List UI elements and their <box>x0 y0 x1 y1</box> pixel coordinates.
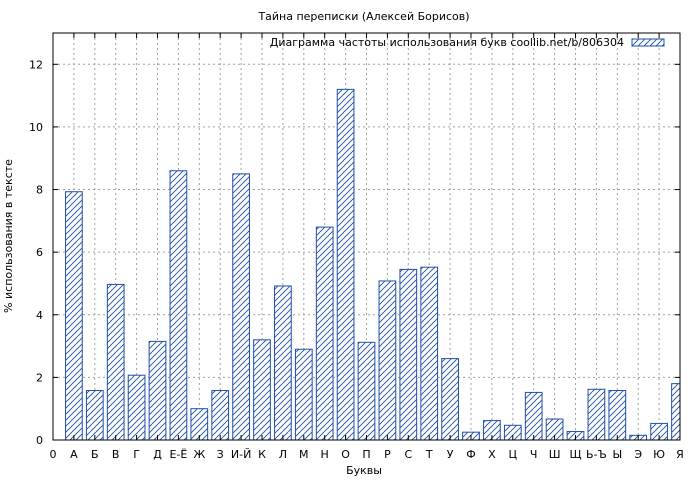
x-tick-label: С <box>404 448 412 461</box>
x-tick-label: Э <box>634 448 642 461</box>
x-tick-label: Ш <box>549 448 561 461</box>
y-tick-label: 2 <box>36 371 43 384</box>
x-tick-label: И-Й <box>231 448 251 461</box>
x-tick-label: В <box>112 448 120 461</box>
chart-title: Тайна переписки (Алексей Борисов) <box>257 10 469 23</box>
y-tick-label: 10 <box>29 121 43 134</box>
bar <box>294 348 313 441</box>
bar <box>315 226 334 441</box>
x-tick-label: П <box>362 448 370 461</box>
x-tick-label: 0 <box>50 448 57 461</box>
bar <box>336 88 355 441</box>
x-tick-label: Ч <box>530 448 538 461</box>
x-axis-label: Буквы <box>346 464 382 477</box>
y-axis-label: % использования в тексте <box>2 159 15 313</box>
x-tick-label: А <box>70 448 78 461</box>
bar <box>65 191 83 441</box>
bar <box>169 170 188 441</box>
legend-label: Диаграмма частоты использования букв coo… <box>270 36 624 49</box>
bar <box>232 173 250 441</box>
x-tick-label: Т <box>425 448 433 461</box>
bar <box>671 383 681 441</box>
x-tick-label: Д <box>153 448 162 461</box>
x-tick-label: Р <box>384 448 391 461</box>
y-axis-ticks: 0 2 4 6 8 10 12 <box>29 58 680 447</box>
x-tick-label: Б <box>91 448 99 461</box>
bar <box>127 374 146 441</box>
bar <box>106 283 125 441</box>
x-tick-label: Н <box>321 448 329 461</box>
x-tick-label: О <box>341 448 350 461</box>
x-tick-label: Щ <box>569 448 581 461</box>
bar <box>587 388 606 441</box>
x-tick-label: Х <box>488 448 496 461</box>
y-tick-label: 6 <box>36 246 43 259</box>
bar <box>608 390 627 441</box>
x-tick-label: Ю <box>653 448 665 461</box>
bar <box>357 341 376 441</box>
x-axis-ticks: 0 А Б В Г Д Е-Ё Ж З И-Й К Л М Н О П Р С Т У Ф Х Ц Ч Ш Щ Ь-Ъ Ы Э Ю Я <box>50 33 684 461</box>
bar <box>85 390 104 441</box>
y-tick-label: 4 <box>36 309 43 322</box>
x-tick-label: К <box>258 448 266 461</box>
x-tick-label: Ь-Ъ <box>586 448 607 461</box>
y-tick-label: 0 <box>36 434 43 447</box>
x-tick-label: Г <box>133 448 140 461</box>
y-tick-label: 8 <box>36 184 43 197</box>
x-tick-label: Я <box>676 448 684 461</box>
x-tick-label: З <box>217 448 224 461</box>
x-tick-label: М <box>299 448 309 461</box>
x-tick-label: Ж <box>193 448 205 461</box>
bar <box>211 390 230 441</box>
x-tick-label: Ф <box>466 448 475 461</box>
bar <box>253 339 271 441</box>
x-tick-label: Е-Ё <box>169 448 187 461</box>
legend-swatch <box>631 38 665 47</box>
legend: Диаграмма частоты использования букв coo… <box>270 36 665 49</box>
bar <box>378 280 397 441</box>
x-tick-label: Л <box>279 448 287 461</box>
y-tick-label: 12 <box>29 58 43 71</box>
bar <box>524 391 543 441</box>
bar <box>274 285 292 441</box>
bar <box>148 340 167 441</box>
bar <box>441 358 459 441</box>
x-tick-label: Ы <box>612 448 622 461</box>
x-tick-label: У <box>447 448 454 461</box>
bar <box>420 266 439 441</box>
bar <box>399 268 418 441</box>
x-tick-label: Ц <box>509 448 518 461</box>
